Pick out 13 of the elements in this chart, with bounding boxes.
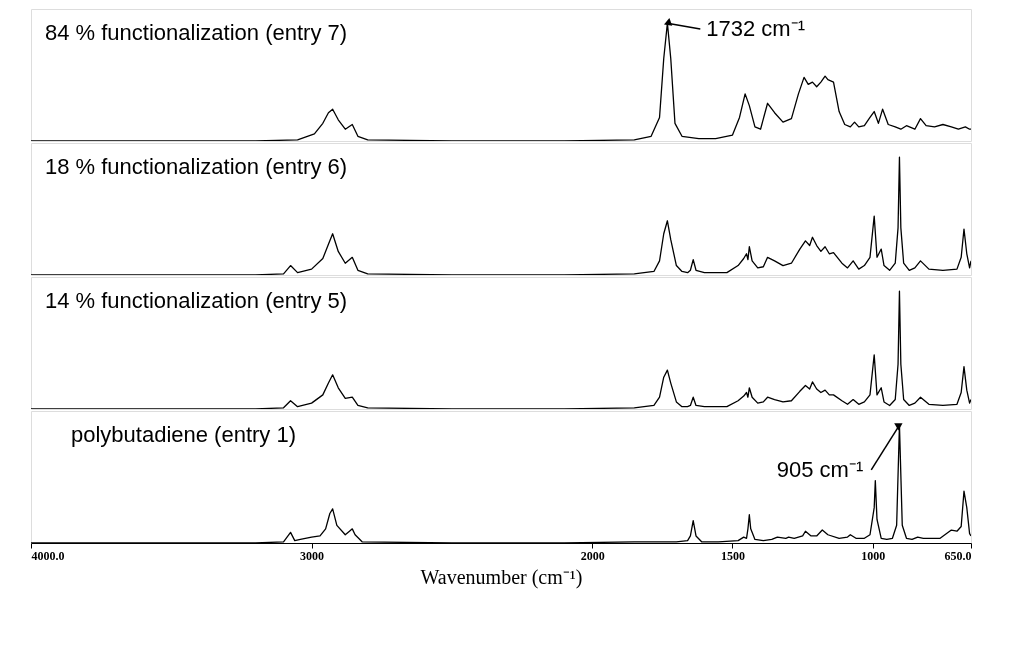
x-tick-label: 1000 (861, 548, 886, 563)
text: 84 % functionalization (entry 7) (45, 19, 348, 45)
x-tick-label: 3000 (300, 548, 325, 563)
x-tick-label: 1500 (720, 548, 745, 563)
x-tick-label: 650.0 (944, 548, 972, 563)
annotation: 1732 cm⁻¹ (706, 16, 806, 42)
text: 14 % functionalization (entry 5) (45, 287, 348, 313)
x-axis-title: Wavenumber (cm⁻¹) (420, 565, 583, 589)
x-tick-label: 2000 (580, 548, 605, 563)
text: polybutadiene (entry 1) (71, 421, 297, 447)
annotation: 905 cm⁻¹ (776, 456, 864, 482)
x-tick-label: 4000.0 (31, 548, 65, 563)
text: 18 % functionalization (entry 6) (45, 153, 348, 179)
